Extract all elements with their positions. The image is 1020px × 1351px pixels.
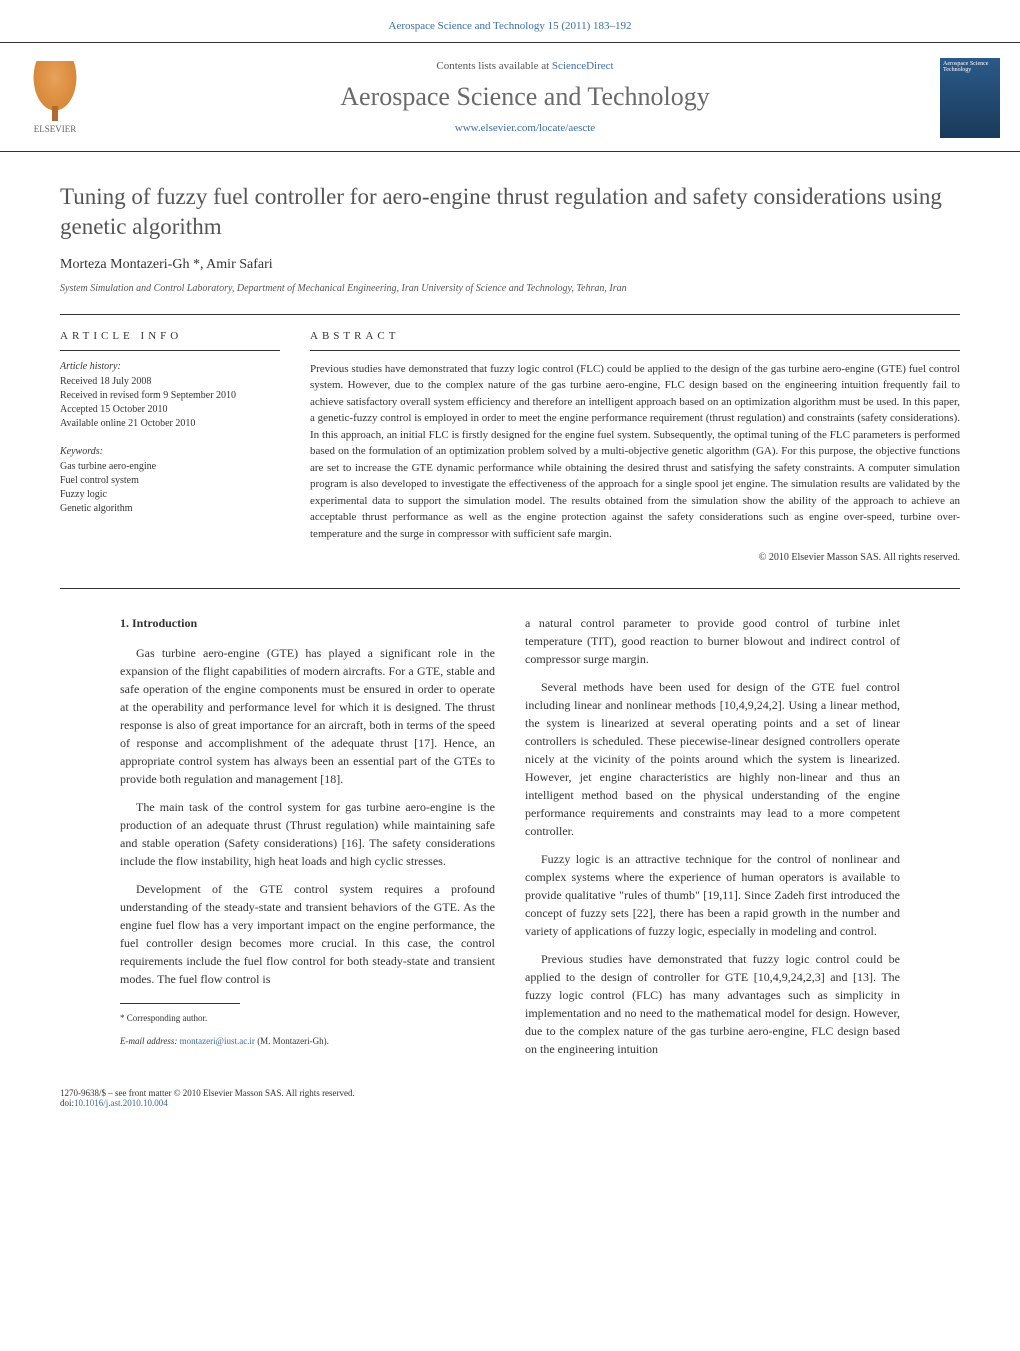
issn-line: 1270-9638/$ – see front matter © 2010 El… — [60, 1088, 960, 1098]
abstract-copyright: © 2010 Elsevier Masson SAS. All rights r… — [310, 552, 960, 563]
body-paragraph: The main task of the control system for … — [120, 798, 495, 870]
meta-section: ARTICLE INFO Article history: Received 1… — [60, 314, 960, 579]
body-column-left: 1. Introduction Gas turbine aero-engine … — [120, 614, 495, 1068]
email-suffix: (M. Montazeri-Gh). — [255, 1036, 329, 1046]
history-dates: Received 18 July 2008 Received in revise… — [60, 375, 280, 431]
body-paragraph: Previous studies have demonstrated that … — [525, 950, 900, 1058]
header-center: Contents lists available at ScienceDirec… — [90, 60, 960, 134]
footer: 1270-9638/$ – see front matter © 2010 El… — [0, 1068, 1020, 1118]
corresponding-author-note: * Corresponding author. — [120, 1012, 495, 1025]
article-info-block: ARTICLE INFO Article history: Received 1… — [60, 330, 310, 564]
abstract-text: Previous studies have demonstrated that … — [310, 361, 960, 543]
keywords-list: Gas turbine aero-engine Fuel control sys… — [60, 460, 280, 516]
publisher-name: ELSEVIER — [34, 124, 77, 134]
body-column-right: a natural control parameter to provide g… — [525, 614, 900, 1068]
sciencedirect-link[interactable]: ScienceDirect — [552, 60, 614, 72]
contents-prefix: Contents lists available at — [436, 60, 551, 72]
abstract-heading: ABSTRACT — [310, 330, 960, 351]
elsevier-logo: ELSEVIER — [20, 57, 90, 137]
journal-header-bar: ELSEVIER Contents lists available at Sci… — [0, 42, 1020, 152]
doi-label: doi: — [60, 1098, 74, 1108]
contents-line: Contents lists available at ScienceDirec… — [90, 60, 960, 72]
email-label: E-mail address: — [120, 1036, 180, 1046]
keywords-label: Keywords: — [60, 446, 280, 457]
citation-header: Aerospace Science and Technology 15 (201… — [0, 0, 1020, 42]
section-number: 1. — [120, 616, 129, 630]
doi-link[interactable]: 10.1016/j.ast.2010.10.004 — [74, 1098, 168, 1108]
body-paragraph: Several methods have been used for desig… — [525, 678, 900, 840]
authors: Morteza Montazeri-Gh *, Amir Safari — [0, 257, 1020, 283]
section-title: Introduction — [132, 616, 197, 630]
footnote-separator — [120, 1003, 240, 1004]
body-paragraph: Fuzzy logic is an attractive technique f… — [525, 850, 900, 940]
article-info-heading: ARTICLE INFO — [60, 330, 280, 351]
article-title: Tuning of fuzzy fuel controller for aero… — [0, 152, 1020, 257]
body-columns: 1. Introduction Gas turbine aero-engine … — [60, 588, 960, 1068]
history-label: Article history: — [60, 361, 280, 372]
journal-cover-thumbnail: Aerospace Science Technology — [940, 58, 1000, 138]
journal-name: Aerospace Science and Technology — [90, 82, 960, 112]
email-footnote: E-mail address: montazeri@iust.ac.ir (M.… — [120, 1035, 495, 1048]
body-paragraph: Development of the GTE control system re… — [120, 880, 495, 988]
abstract-block: ABSTRACT Previous studies have demonstra… — [310, 330, 960, 564]
email-link[interactable]: montazeri@iust.ac.ir — [180, 1036, 255, 1046]
body-paragraph: Gas turbine aero-engine (GTE) has played… — [120, 644, 495, 788]
elsevier-tree-icon — [30, 61, 80, 116]
body-paragraph: a natural control parameter to provide g… — [525, 614, 900, 668]
journal-url[interactable]: www.elsevier.com/locate/aescte — [90, 122, 960, 134]
section-heading: 1. Introduction — [120, 614, 495, 632]
affiliation: System Simulation and Control Laboratory… — [0, 283, 1020, 314]
